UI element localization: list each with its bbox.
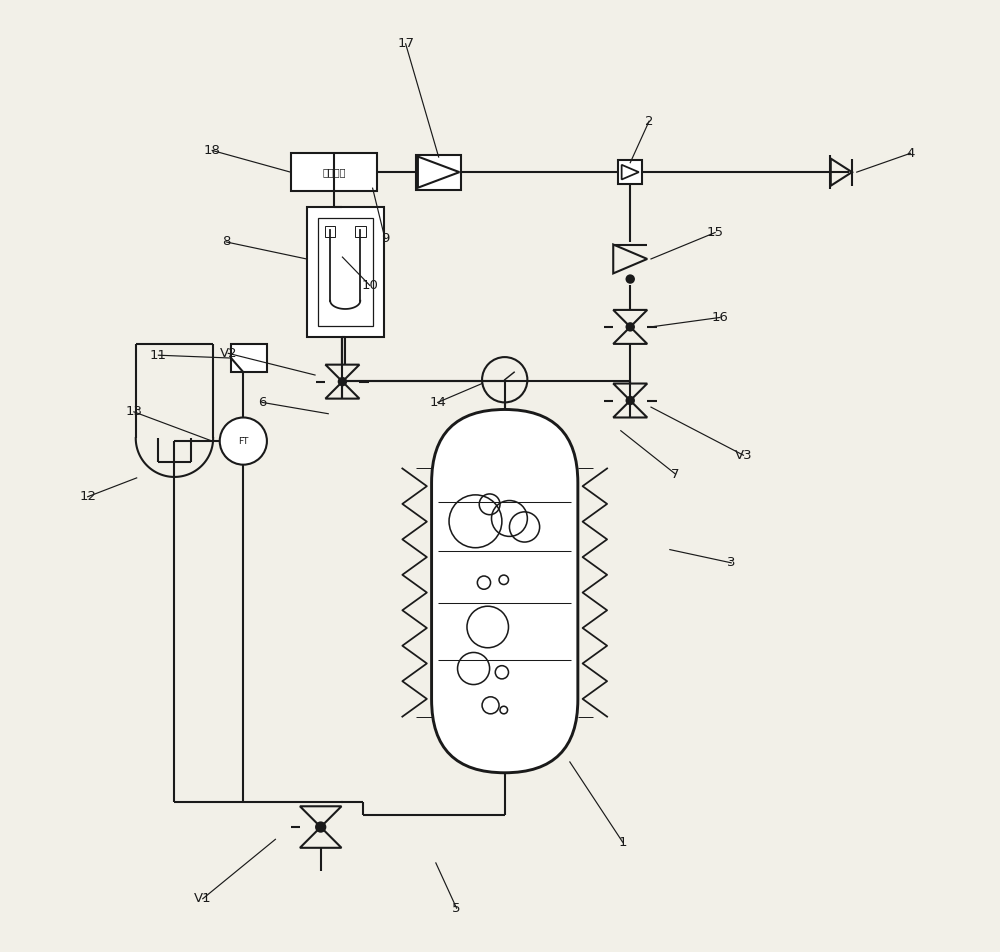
Text: 10: 10 (361, 279, 378, 292)
Bar (307, 207, 384, 337)
Text: 压缩空气: 压缩空气 (322, 168, 346, 177)
Circle shape (220, 418, 267, 465)
Text: 14: 14 (429, 396, 446, 409)
Text: 3: 3 (727, 556, 735, 569)
Text: 4: 4 (906, 147, 915, 160)
Text: 7: 7 (671, 467, 680, 481)
Circle shape (338, 377, 347, 387)
Text: 11: 11 (150, 348, 167, 362)
Bar (618, 160, 642, 185)
Bar (355, 226, 366, 237)
Circle shape (626, 274, 635, 284)
Text: FT: FT (238, 437, 249, 446)
Text: 13: 13 (125, 406, 142, 418)
Text: 16: 16 (711, 311, 728, 324)
Bar (231, 344, 267, 372)
Bar (318, 218, 373, 326)
Text: 6: 6 (258, 396, 266, 409)
Text: 17: 17 (397, 37, 414, 50)
Text: 18: 18 (204, 144, 221, 157)
Bar (291, 153, 377, 191)
Text: 5: 5 (452, 902, 461, 915)
Text: 2: 2 (645, 114, 653, 128)
Bar (416, 154, 461, 189)
Text: 12: 12 (79, 490, 96, 504)
Text: V3: V3 (735, 448, 752, 462)
Circle shape (626, 322, 635, 331)
Bar (325, 226, 335, 237)
Circle shape (626, 396, 635, 406)
Text: 15: 15 (707, 226, 724, 239)
FancyBboxPatch shape (432, 409, 578, 773)
Text: 9: 9 (381, 231, 389, 245)
Text: 8: 8 (222, 235, 231, 248)
Text: V1: V1 (194, 892, 212, 905)
Text: V2: V2 (219, 347, 237, 360)
Text: 1: 1 (618, 836, 627, 848)
Circle shape (315, 822, 326, 833)
